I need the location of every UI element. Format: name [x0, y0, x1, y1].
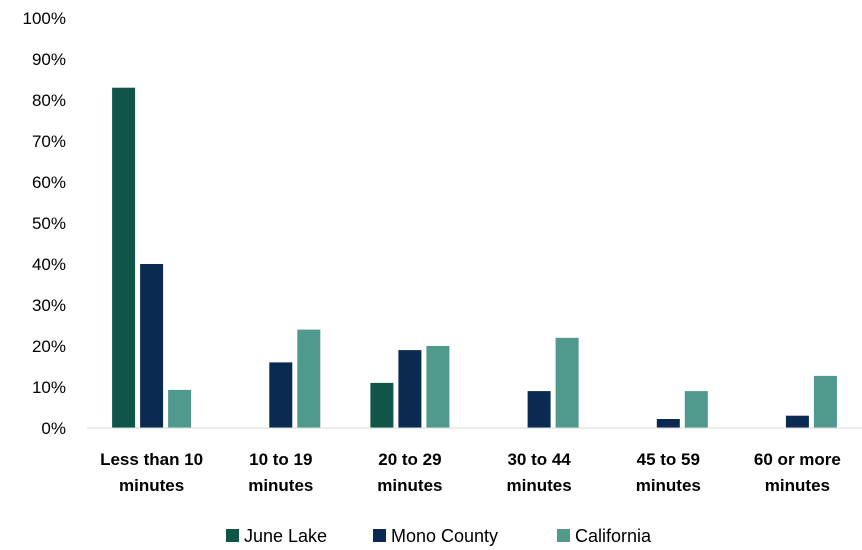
bar-california	[813, 375, 837, 428]
legend: June Lake Mono County California	[226, 526, 652, 546]
legend-swatch	[226, 529, 239, 542]
y-tick-label: 100%	[23, 9, 66, 28]
legend-label: Mono County	[391, 526, 498, 546]
x-tick-label: minutes	[636, 476, 701, 495]
bar-mono-county	[656, 419, 680, 428]
bars	[112, 87, 837, 428]
y-tick-label: 10%	[32, 378, 66, 397]
y-tick-label: 70%	[32, 132, 66, 151]
y-tick-label: 90%	[32, 50, 66, 69]
bar-california	[555, 337, 579, 428]
x-tick-label: 60 or more	[754, 450, 841, 469]
y-tick-label: 30%	[32, 296, 66, 315]
x-tick-label: minutes	[507, 476, 572, 495]
y-tick-label: 60%	[32, 173, 66, 192]
bar-mono-county	[269, 362, 293, 428]
y-axis: 0% 10% 20% 30% 40% 50% 60% 70% 80% 90% 100%	[23, 9, 66, 438]
y-tick-label: 50%	[32, 214, 66, 233]
x-tick-label: minutes	[765, 476, 830, 495]
x-tick-label: 30 to 44	[507, 450, 571, 469]
x-tick-label: minutes	[119, 476, 184, 495]
bar-california	[297, 329, 321, 428]
legend-swatch	[373, 529, 386, 542]
x-tick-label: minutes	[377, 476, 442, 495]
x-tick-label: Less than 10	[100, 450, 203, 469]
x-axis: Less than 10 minutes 10 to 19 minutes 20 to …	[100, 450, 841, 495]
bar-mono-county	[140, 264, 164, 428]
x-tick-label: 20 to 29	[378, 450, 441, 469]
bar-mono-county	[527, 391, 551, 428]
legend-label: June Lake	[244, 526, 327, 546]
bar-california	[168, 389, 192, 428]
bar-june-lake	[370, 382, 394, 428]
x-tick-label: 10 to 19	[249, 450, 312, 469]
x-tick-label: minutes	[248, 476, 313, 495]
y-tick-label: 0%	[41, 419, 66, 438]
y-tick-label: 80%	[32, 91, 66, 110]
y-tick-label: 20%	[32, 337, 66, 356]
bar-june-lake	[112, 87, 136, 428]
bar-mono-county	[398, 350, 422, 428]
bar-california	[426, 346, 450, 428]
legend-swatch	[557, 529, 570, 542]
x-tick-label: 45 to 59	[637, 450, 700, 469]
bar-california	[684, 391, 708, 428]
y-tick-label: 40%	[32, 255, 66, 274]
bar-mono-county	[785, 415, 809, 428]
legend-label: California	[575, 526, 652, 546]
